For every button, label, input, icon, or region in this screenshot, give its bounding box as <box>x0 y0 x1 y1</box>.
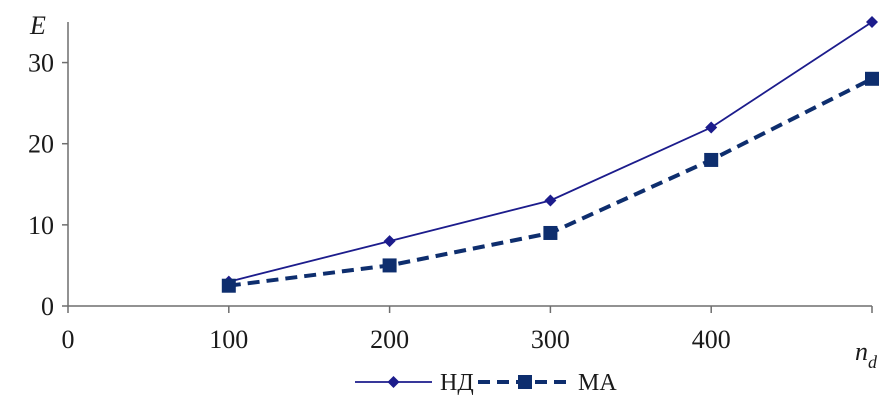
y-axis-label: E <box>29 11 46 40</box>
x-axis-label-main: n <box>855 337 868 366</box>
x-tick-label: 100 <box>209 325 248 354</box>
x-tick-label: 200 <box>370 325 409 354</box>
series-1 <box>222 16 878 288</box>
data-point <box>544 194 557 207</box>
x-tick-label: 0 <box>62 325 75 354</box>
x-tick-label: 300 <box>531 325 570 354</box>
axes <box>67 22 872 307</box>
x-ticks: 0 100 200 300 400 <box>62 306 873 354</box>
legend-item-1: НД <box>355 370 474 396</box>
legend-marker <box>518 375 532 389</box>
data-point <box>382 258 397 273</box>
data-point <box>221 278 236 293</box>
y-ticks: 0 10 20 30 <box>28 49 68 321</box>
y-tick-label: 20 <box>28 130 54 159</box>
y-tick-label: 0 <box>41 292 54 321</box>
data-point <box>866 16 878 28</box>
legend: НД МА <box>355 370 617 396</box>
x-axis-label: nd <box>855 337 878 372</box>
legend-marker <box>387 376 400 388</box>
series-line <box>228 77 873 288</box>
y-tick-label: 10 <box>28 211 54 240</box>
x-axis-label-subscript: d <box>868 352 878 372</box>
data-point <box>543 225 558 240</box>
y-tick-label: 30 <box>28 49 54 78</box>
series-2 <box>221 71 879 293</box>
data-point <box>704 152 719 167</box>
data-point <box>383 235 396 248</box>
legend-label: НД <box>440 370 474 396</box>
x-tick-label: 400 <box>692 325 731 354</box>
data-point <box>865 71 879 86</box>
series-layer <box>221 16 879 293</box>
data-point <box>705 121 718 134</box>
legend-label: МА <box>578 370 617 396</box>
series-line <box>228 21 873 283</box>
legend-item-2: МА <box>478 370 617 396</box>
